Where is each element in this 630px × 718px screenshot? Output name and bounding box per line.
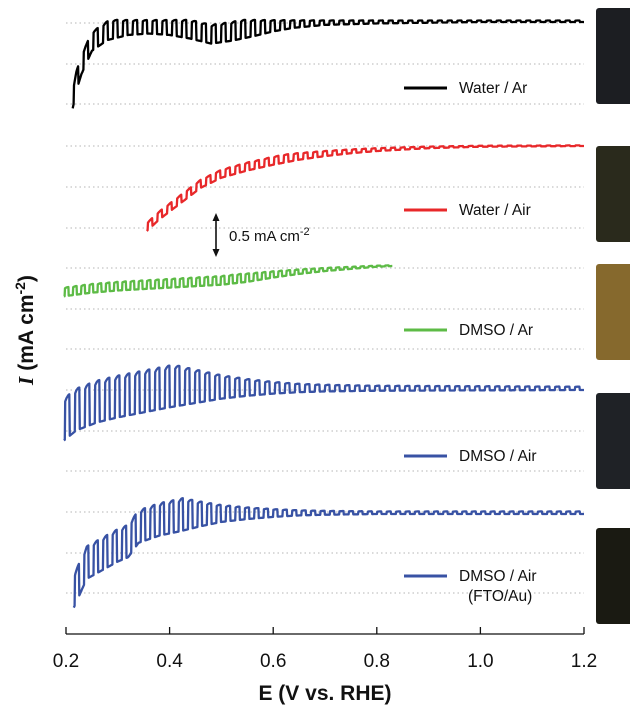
y-axis-label: I(mA cm-2): [12, 275, 38, 386]
legend-label-line2-4: (FTO/Au): [468, 588, 532, 605]
x-ticks: 0.2 0.4 0.6 0.8 1.0 1.2: [53, 627, 597, 672]
x-tick-label-1: 0.4: [156, 651, 183, 672]
series-line-4: [72, 497, 585, 609]
photo-water-air: [596, 146, 630, 242]
scale-bar-arrowhead-top: [212, 213, 220, 221]
x-tick-label-3: 0.8: [364, 651, 390, 672]
photo-dmso-air-fto-au: [596, 528, 630, 624]
photo-dmso-air: [596, 393, 630, 489]
electrode-photos: [596, 8, 630, 624]
legend-label-1: Water / Air: [459, 202, 531, 219]
series-line-3: [63, 364, 585, 442]
scale-bar: 0.5 mA cm-2: [212, 213, 310, 257]
scale-bar-label: 0.5 mA cm-2: [229, 226, 310, 245]
legend-label-4: DMSO / Air: [459, 568, 537, 585]
legend-label-0: Water / Ar: [459, 80, 527, 97]
x-tick-label-0: 0.2: [53, 651, 79, 672]
photo-water-ar: [596, 8, 630, 104]
x-tick-label-4: 1.0: [467, 651, 493, 672]
series-traces: [63, 18, 585, 609]
series-line-1: [145, 144, 585, 232]
legend-label-3: DMSO / Air: [459, 448, 537, 465]
legend-label-2: DMSO / Ar: [459, 322, 533, 339]
x-tick-label-5: 1.2: [571, 651, 597, 672]
x-axis-label: E (V vs. RHE): [258, 682, 391, 705]
scale-bar-arrowhead-bottom: [212, 249, 220, 257]
series-line-0: [71, 18, 585, 109]
series-line-2: [63, 264, 394, 298]
svg-text:I(mA cm-2): I(mA cm-2): [12, 275, 38, 386]
x-tick-label-2: 0.6: [260, 651, 286, 672]
gridlines: [66, 22, 584, 594]
legend: Water / Ar Water / Air DMSO / Ar DMSO / Air…: [404, 80, 537, 605]
photo-dmso-ar: [596, 264, 630, 360]
